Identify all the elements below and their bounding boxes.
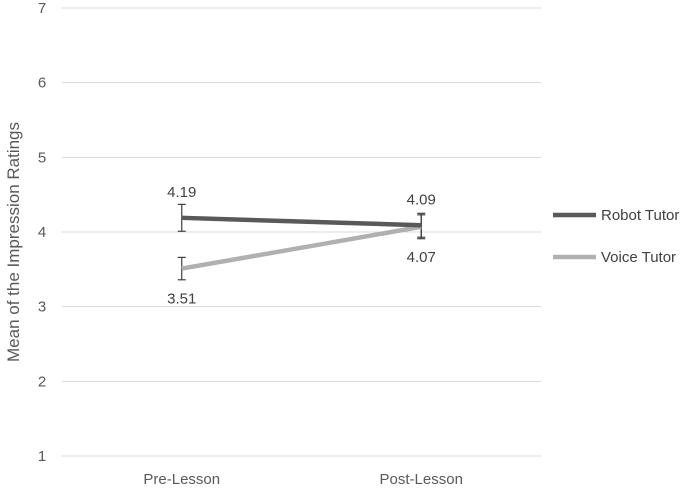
series-line-voice-tutor (181, 224, 422, 271)
y-tick-label: 5 (38, 149, 46, 166)
series-lines (181, 215, 422, 271)
y-axis-ticks: 1 2 3 4 5 6 7 (38, 0, 46, 465)
data-label: 4.07 (407, 249, 436, 266)
y-tick-label: 3 (38, 299, 46, 316)
series-line-robot-tutor (181, 215, 422, 228)
y-tick-label: 6 (38, 75, 46, 92)
legend-label: Robot Tutor (601, 207, 679, 224)
x-tick-label: Post-Lesson (380, 471, 463, 488)
data-label: 4.09 (407, 191, 436, 208)
data-labels: 4.19 4.09 3.51 4.07 (167, 184, 436, 308)
legend-entry: Voice Tutor (553, 249, 676, 266)
legend-label: Voice Tutor (601, 249, 676, 266)
y-tick-label: 4 (38, 224, 46, 241)
y-tick-label: 7 (38, 0, 46, 17)
x-axis-ticks: Pre-Lesson Post-Lesson (143, 471, 463, 488)
gridlines (62, 7, 541, 457)
legend-entry: Robot Tutor (553, 207, 679, 224)
y-axis-label: Mean of the Impression Ratings (4, 122, 23, 362)
x-tick-label: Pre-Lesson (143, 471, 220, 488)
error-bar (177, 203, 186, 232)
legend: Robot Tutor Voice Tutor (553, 207, 679, 266)
y-tick-label: 2 (38, 373, 46, 390)
y-tick-label: 1 (38, 448, 46, 465)
error-bars (177, 203, 426, 281)
data-label: 4.19 (167, 184, 196, 201)
data-label: 3.51 (167, 291, 196, 308)
